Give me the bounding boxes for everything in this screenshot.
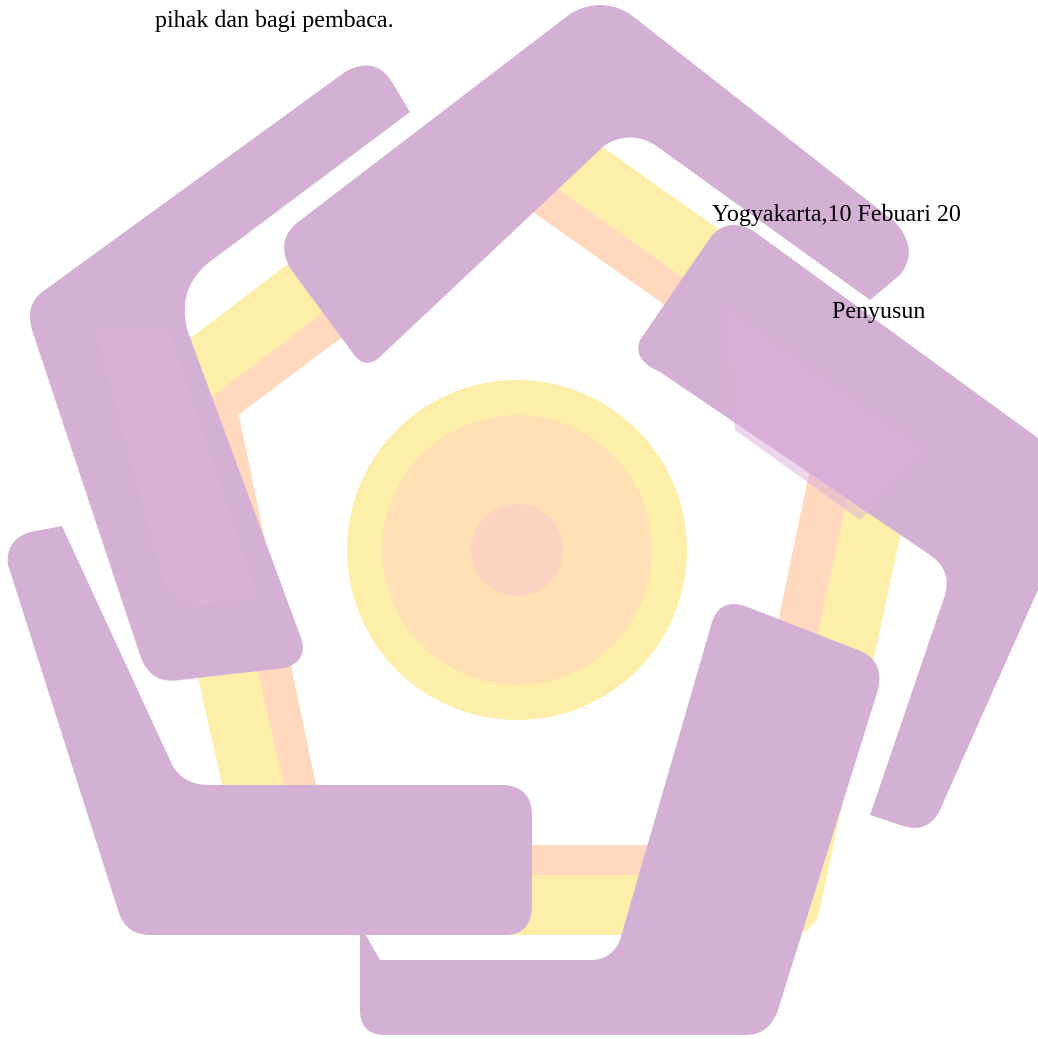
logo-arm-shade-right [720,300,930,520]
logo-arm-top [284,5,909,363]
author-label: Penyusun [832,298,926,324]
paragraph-tail: pihak dan bagi pembaca. [155,7,394,33]
logo-arm-lower-left [7,526,532,935]
logo-arm-upper-left [29,65,410,681]
place-date: Yogyakarta,10 Febuari 20 [712,201,961,227]
logo-center-inner [471,504,563,596]
logo-arm-bottom [360,604,880,1035]
logo-arm-shade-left [95,330,260,605]
